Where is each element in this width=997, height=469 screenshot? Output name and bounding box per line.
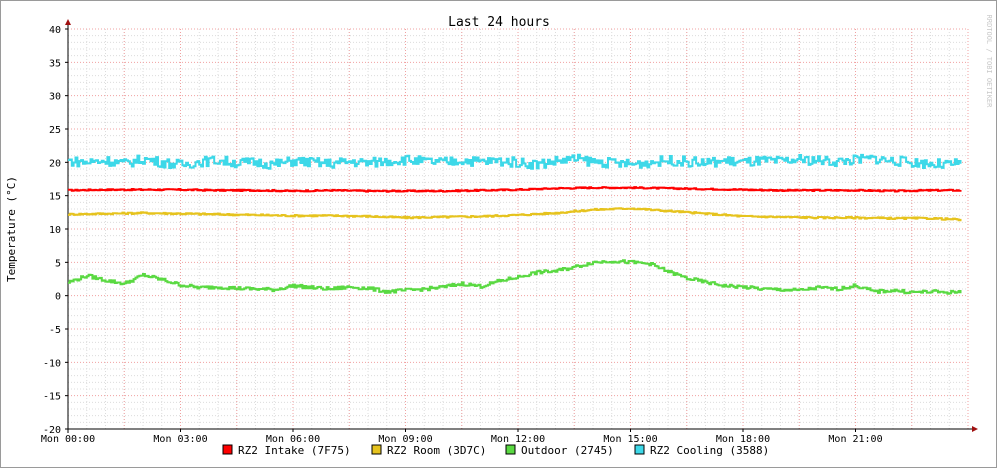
legend-label: Outdoor (2745) [521, 444, 614, 457]
x-tick-label: Mon 12:00 [491, 434, 545, 445]
x-tick-label: Mon 21:00 [828, 434, 882, 445]
x-tick-label: Mon 03:00 [153, 434, 207, 445]
legend: RZ2 Intake (7F75) RZ2 Room (3D7C) Outdoor … [222, 444, 769, 457]
x-tick-label: Mon 18:00 [716, 434, 770, 445]
y-tick-label: -20 [43, 425, 61, 436]
series-line-2 [68, 207, 962, 222]
x-tick-label: Mon 09:00 [378, 434, 432, 445]
x-tick-label: Mon 00:00 [41, 434, 95, 445]
legend-swatch [505, 444, 516, 455]
y-tick-label: 25 [49, 125, 61, 136]
y-axis-label: Temperature (°C) [5, 176, 18, 282]
x-axis-arrow [972, 426, 978, 432]
series-line-4 [68, 153, 962, 170]
x-tick-label: Mon 15:00 [603, 434, 657, 445]
y-tick-label: 35 [49, 58, 61, 69]
legend-label: RZ2 Cooling (3588) [650, 444, 769, 457]
legend-label: RZ2 Intake (7F75) [238, 444, 351, 457]
y-tick-label: 40 [49, 25, 61, 36]
y-tick-label: 30 [49, 92, 61, 103]
legend-swatch [371, 444, 382, 455]
series-line-3 [68, 259, 962, 295]
y-tick-label: -10 [43, 358, 61, 369]
legend-label: RZ2 Room (3D7C) [387, 444, 486, 457]
series-layer [68, 153, 962, 295]
y-tick-label: -5 [49, 325, 61, 336]
y-tick-labels: -20 -15 -10 -5 0 5 10 15 20 25 30 35 40 [43, 25, 61, 436]
y-tick-label: 10 [49, 225, 61, 236]
x-tick-labels: Mon 00:00 Mon 03:00 Mon 06:00 Mon 09:00 Mon … [41, 434, 883, 445]
chart-title: Last 24 hours [448, 15, 550, 30]
y-tick-label: -15 [43, 392, 61, 403]
y-tick-label: 5 [55, 258, 61, 269]
y-tick-label: 0 [55, 292, 61, 303]
axes [65, 19, 978, 433]
x-tick-label: Mon 06:00 [266, 434, 320, 445]
legend-swatch [222, 444, 233, 455]
y-tick-label: 20 [49, 158, 61, 169]
y-tick-label: 15 [49, 192, 61, 203]
legend-swatch [634, 444, 645, 455]
grid [67, 28, 969, 430]
watermark: RRDTOOL / TOBI OETIKER [985, 15, 993, 109]
series-line-1 [68, 186, 962, 193]
y-axis-arrow [65, 19, 71, 25]
